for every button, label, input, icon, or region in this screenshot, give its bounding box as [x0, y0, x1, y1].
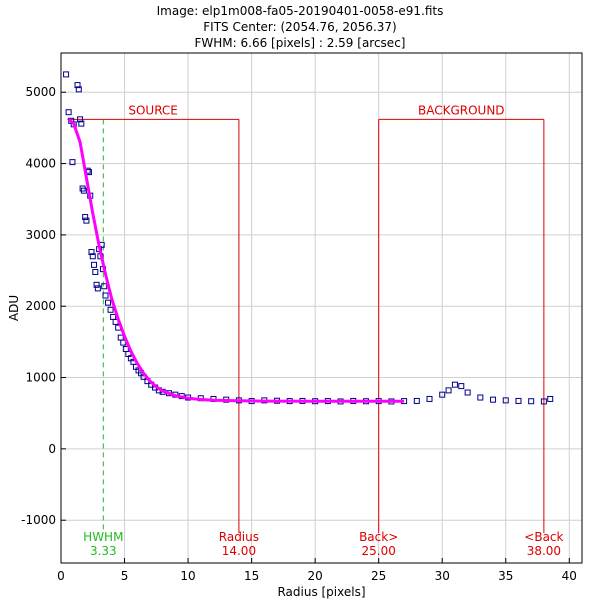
chart-title-image: Image: elp1m008-fa05-20190401-0058-e91.f…	[156, 4, 444, 18]
x-tick-label: 15	[244, 569, 259, 583]
y-tick-label: 5000	[25, 85, 56, 99]
data-point	[91, 261, 98, 268]
data-point	[74, 82, 81, 89]
data-point	[77, 116, 84, 123]
x-axis-label: Radius [pixels]	[277, 585, 365, 599]
x-tick-label: 25	[371, 569, 386, 583]
data-point	[102, 292, 109, 299]
data-point	[502, 397, 509, 404]
data-point	[82, 214, 89, 221]
x-tick-label: 40	[562, 569, 577, 583]
marker-value: 38.00	[527, 544, 561, 558]
data-point	[458, 383, 465, 390]
data-point	[515, 397, 522, 404]
marker-label: Radius	[219, 530, 259, 544]
data-point	[426, 395, 433, 402]
y-tick-label: 2000	[25, 299, 56, 313]
data-point	[105, 299, 112, 306]
x-tick-label: 5	[121, 569, 129, 583]
marker-label: HWHM	[83, 530, 123, 544]
data-point	[445, 387, 452, 394]
grid	[60, 53, 582, 563]
data-point	[101, 283, 108, 290]
data-point	[528, 398, 535, 405]
marker-label: <Back	[524, 530, 563, 544]
marker-value: 3.33	[90, 544, 117, 558]
data-point	[92, 268, 99, 275]
data-point	[94, 285, 101, 292]
marker-label: Back>	[359, 530, 398, 544]
x-tick-label: 35	[498, 569, 513, 583]
y-tick-label: 3000	[25, 228, 56, 242]
region-label: BACKGROUND	[418, 103, 505, 117]
data-point	[69, 159, 76, 166]
data-point	[477, 394, 484, 401]
data-point	[413, 397, 420, 404]
chart-title-center: FITS Center: (2054.76, 2056.37)	[203, 20, 397, 34]
x-tick-label: 20	[308, 569, 323, 583]
data-point	[439, 391, 446, 398]
region-label: SOURCE	[128, 103, 178, 117]
data-point	[490, 396, 497, 403]
x-tick-label: 0	[57, 569, 65, 583]
data-point	[75, 86, 82, 93]
marker-value: 14.00	[222, 544, 256, 558]
data-point	[88, 249, 95, 256]
data-point	[80, 187, 87, 194]
fit-line	[67, 118, 405, 403]
x-tick-label: 30	[435, 569, 450, 583]
y-tick-label: 4000	[25, 157, 56, 171]
y-tick-label: 1000	[25, 371, 56, 385]
data-point	[540, 398, 547, 405]
data-point	[464, 389, 471, 396]
x-tick-label: 10	[180, 569, 195, 583]
axis-ticks: 0 5 10 15 20 25 30 35 40 -1000 0 1000 2000 3000 4000 50…	[21, 85, 577, 583]
chart-title-fwhm: FWHM: 6.66 [pixels] : 2.59 [arcsec]	[194, 36, 406, 50]
y-axis-label: ADU	[7, 295, 21, 321]
data-point	[117, 334, 124, 341]
data-point	[110, 313, 117, 320]
y-tick-label: -1000	[21, 513, 56, 527]
data-point	[89, 253, 96, 260]
data-points	[63, 71, 554, 405]
data-point	[93, 281, 100, 288]
marker-value: 25.00	[362, 544, 396, 558]
y-tick-label: 0	[48, 442, 56, 456]
data-point	[547, 395, 554, 402]
fit-curve	[67, 118, 405, 403]
data-point	[63, 71, 70, 78]
data-point	[83, 217, 90, 224]
data-point	[107, 306, 114, 313]
data-point	[78, 120, 85, 127]
data-point	[65, 109, 72, 116]
plot-frame	[60, 52, 583, 564]
data-point	[451, 381, 458, 388]
